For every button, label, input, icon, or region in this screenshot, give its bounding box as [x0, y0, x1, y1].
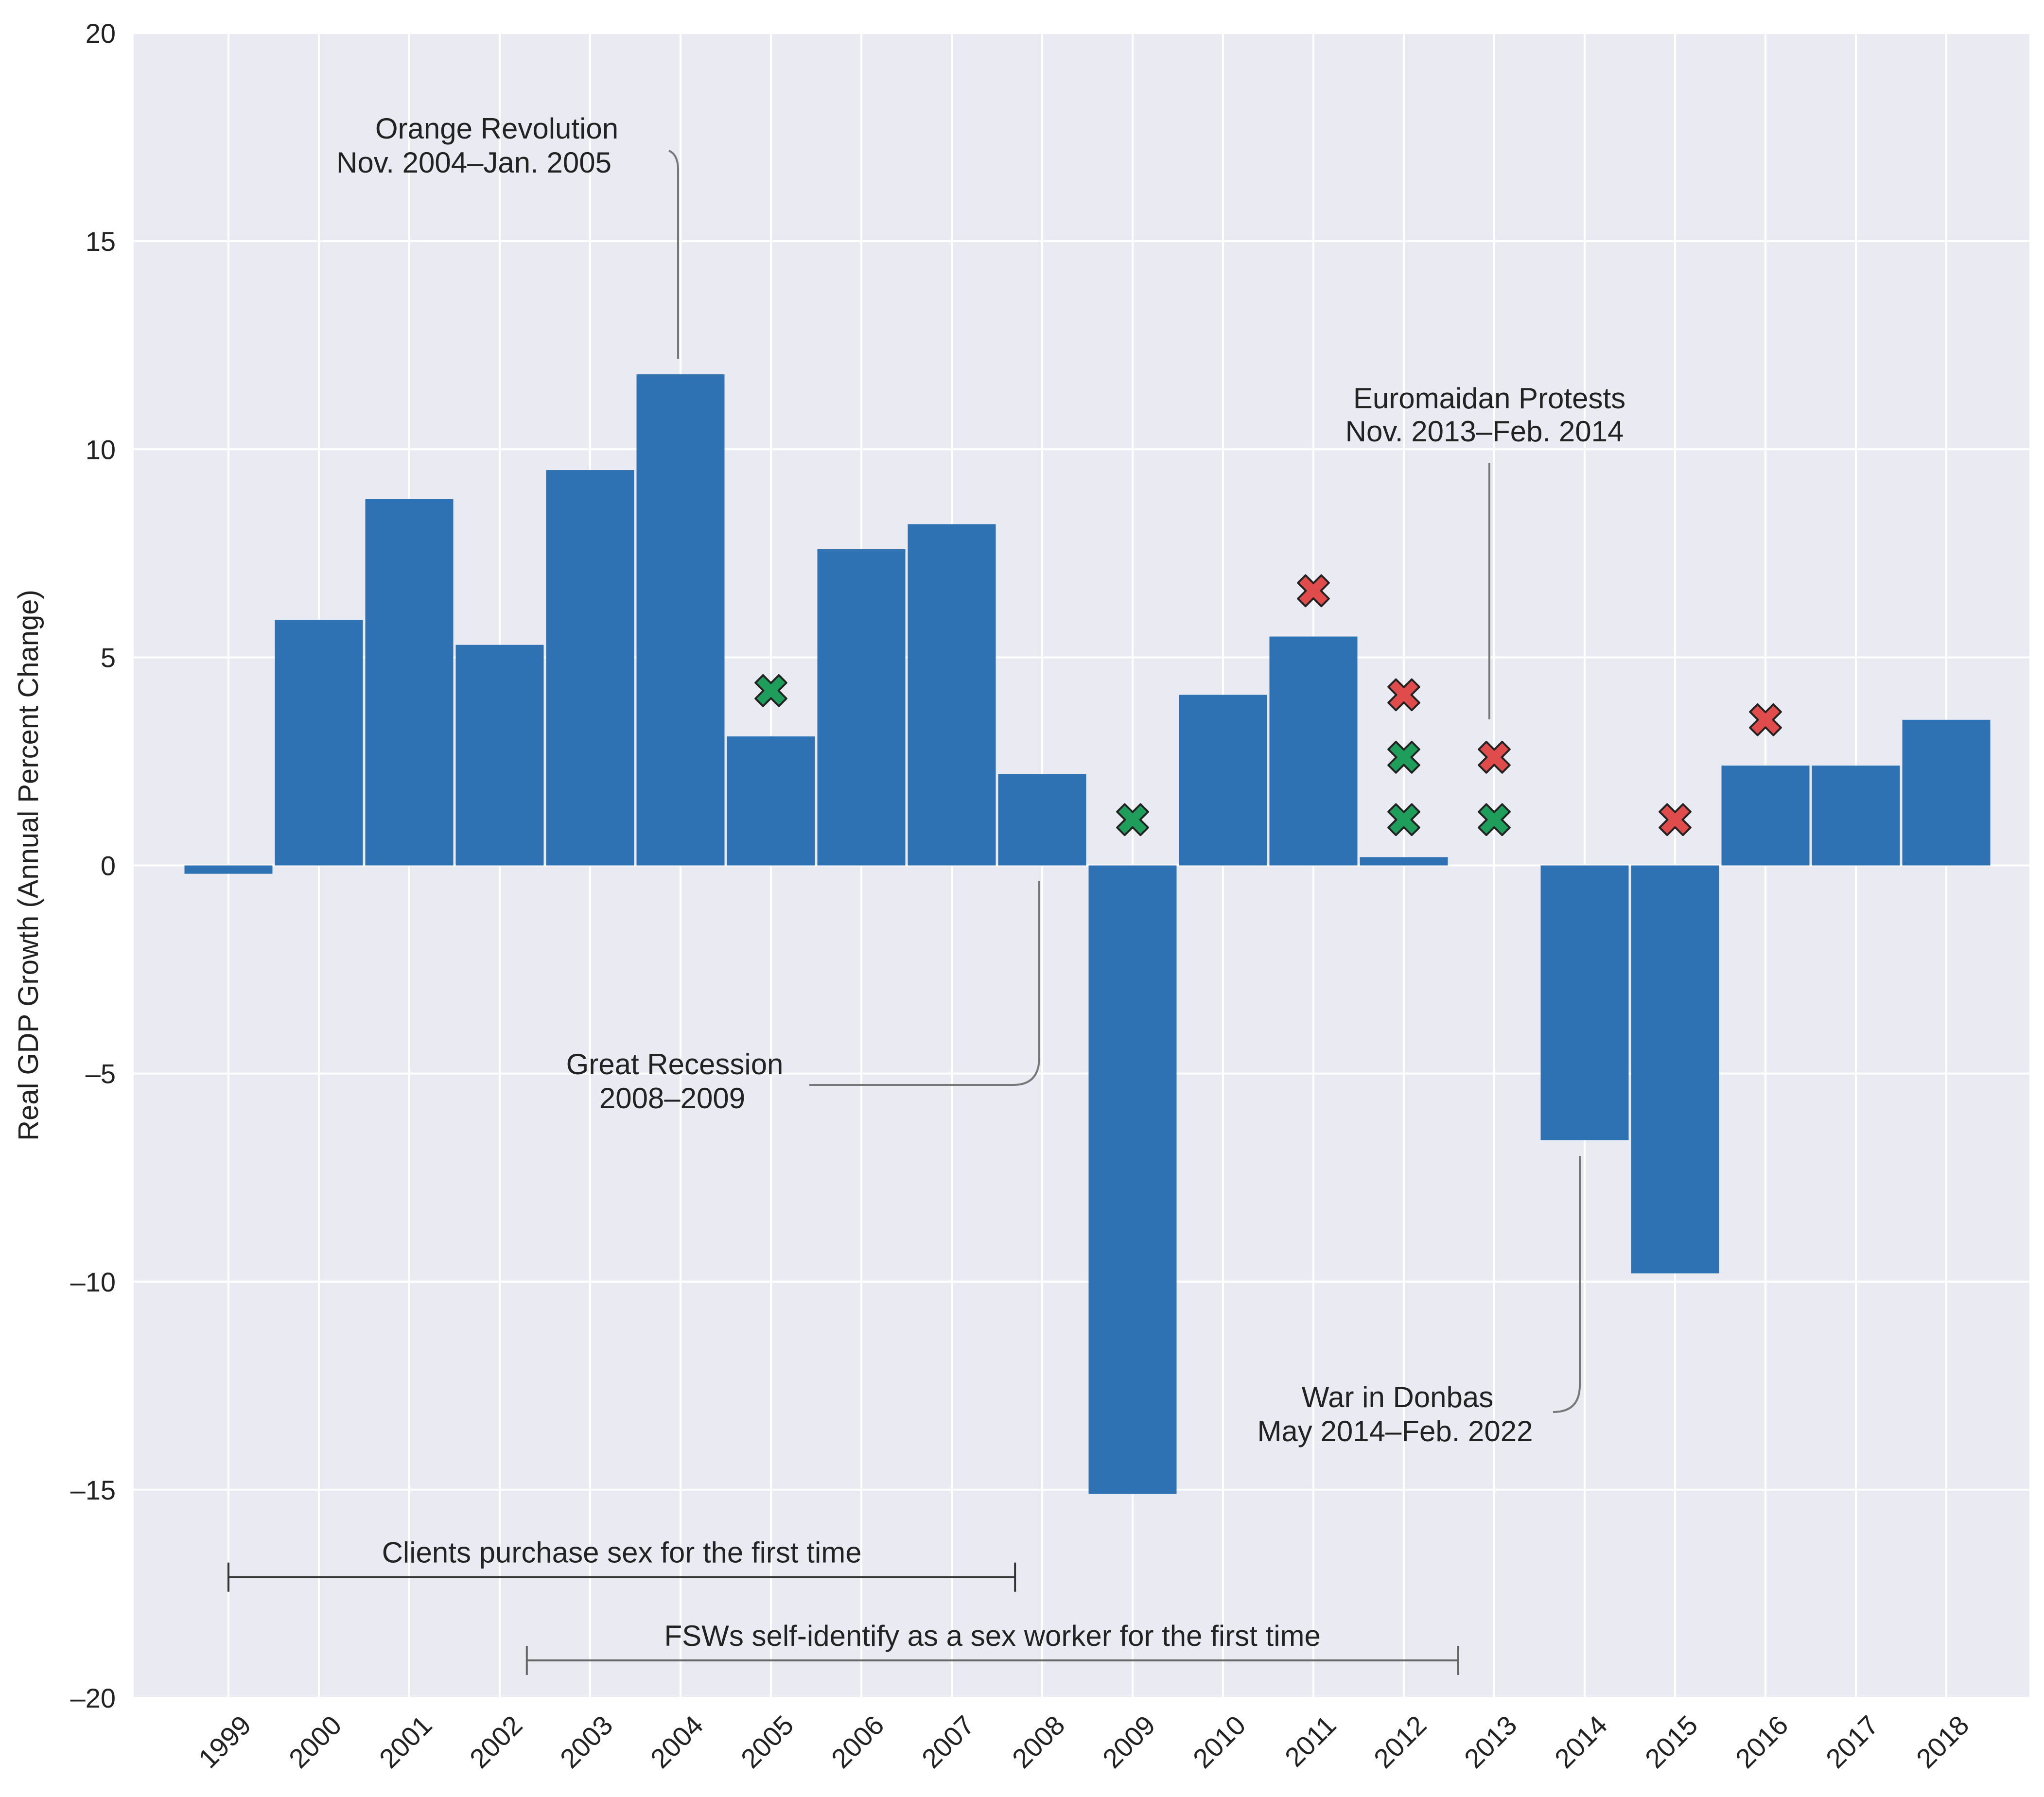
y-tick-label: 15	[86, 226, 116, 257]
great-recession-dates: 2008–2009	[599, 1082, 745, 1115]
bar-2001	[365, 499, 454, 866]
range-label: FSWs self-identify as a sex worker for t…	[664, 1620, 1321, 1652]
war-donbas-label: War in Donbas	[1302, 1381, 1494, 1413]
x-tick-label: 2000	[283, 1710, 348, 1774]
marker-2012	[1387, 678, 1420, 712]
marker-2012	[1387, 803, 1420, 837]
markers	[754, 574, 1782, 837]
x-tick-labels: 1999 2000 2001 2002 2003 2004 2005 2006 2007 2008…	[192, 1710, 1975, 1774]
x-tick-label: 2007	[916, 1710, 980, 1774]
y-tick-labels: 20 15 10 5 0 –5 –10 –15 –20	[70, 18, 116, 1713]
annotations: Orange Revolution Nov. 2004–Jan. 2005 Eu…	[336, 112, 1625, 1448]
x-tick-label: 2011	[1279, 1710, 1342, 1773]
y-tick-label: 5	[101, 642, 116, 673]
orange-revolution-leader	[668, 150, 679, 359]
y-axis-label: Real GDP Growth (Annual Percent Change)	[13, 590, 44, 1141]
war-donbas-dates: May 2014–Feb. 2022	[1257, 1415, 1533, 1448]
marker-2016	[1749, 703, 1782, 736]
x-tick-label: 2008	[1006, 1710, 1071, 1774]
x-tick-label: 2002	[464, 1710, 528, 1774]
marker-2005	[754, 674, 787, 707]
marker-2013	[1478, 803, 1511, 837]
marker-2009	[1116, 803, 1149, 837]
bar-2005	[727, 736, 815, 866]
war-donbas-leader	[1553, 1156, 1581, 1413]
x-tick-label: 2012	[1368, 1710, 1433, 1774]
x-tick-label: 2016	[1730, 1710, 1794, 1774]
great-recession-label: Great Recession	[566, 1048, 784, 1081]
y-tick-label: –5	[86, 1059, 116, 1089]
bar-2009	[1088, 865, 1177, 1494]
bar-2017	[1812, 766, 1900, 866]
x-tick-label: 2015	[1639, 1710, 1704, 1774]
y-tick-label: 10	[86, 434, 116, 465]
x-tick-label: 2005	[735, 1710, 800, 1774]
x-tick-label: 2001	[373, 1710, 438, 1774]
bar-1999	[184, 865, 273, 874]
y-tick-label: –15	[70, 1475, 116, 1505]
bars	[184, 374, 1991, 1494]
y-tick-label: –20	[70, 1683, 116, 1713]
y-tick-label: –10	[70, 1267, 116, 1297]
euromaidan-label: Euromaidan Protests	[1353, 382, 1625, 415]
x-tick-label: 2014	[1549, 1710, 1613, 1774]
marker-2012	[1387, 741, 1420, 774]
orange-revolution-label: Orange Revolution	[375, 112, 618, 145]
x-tick-label: 2018	[1910, 1710, 1975, 1774]
x-tick-label: 2009	[1097, 1710, 1161, 1774]
x-tick-label: 1999	[192, 1710, 257, 1774]
bar-2004	[636, 374, 725, 866]
x-tick-label: 2006	[825, 1710, 890, 1774]
marker-2011	[1297, 574, 1330, 608]
x-tick-label: 2010	[1187, 1710, 1252, 1774]
bar-2002	[455, 645, 544, 866]
x-tick-label: 2004	[645, 1710, 709, 1774]
bar-2012	[1360, 857, 1448, 866]
x-tick-label: 2003	[554, 1710, 619, 1774]
orange-revolution-dates: Nov. 2004–Jan. 2005	[336, 146, 611, 179]
y-tick-label: 0	[101, 851, 116, 881]
y-tick-label: 20	[86, 18, 116, 49]
bar-2008	[998, 774, 1086, 866]
x-tick-label: 2017	[1820, 1710, 1885, 1774]
great-recession-leader	[809, 881, 1040, 1086]
range-label: Clients purchase sex for the first time	[382, 1536, 862, 1569]
bar-2016	[1721, 766, 1810, 866]
marker-2013	[1478, 741, 1511, 774]
bar-2006	[817, 549, 906, 866]
x-tick-label: 2013	[1458, 1710, 1523, 1774]
bar-2003	[546, 470, 634, 866]
marker-2015	[1659, 803, 1692, 837]
bar-2007	[908, 524, 996, 866]
bar-2014	[1540, 865, 1629, 1140]
euromaidan-dates: Nov. 2013–Feb. 2014	[1345, 415, 1624, 448]
bar-2015	[1631, 865, 1719, 1274]
range-brackets: Clients purchase sex for the first time F…	[227, 1536, 1459, 1675]
bar-2018	[1902, 719, 1991, 866]
bar-2000	[275, 620, 363, 866]
bar-2010	[1179, 695, 1267, 866]
bar-2011	[1269, 636, 1358, 866]
